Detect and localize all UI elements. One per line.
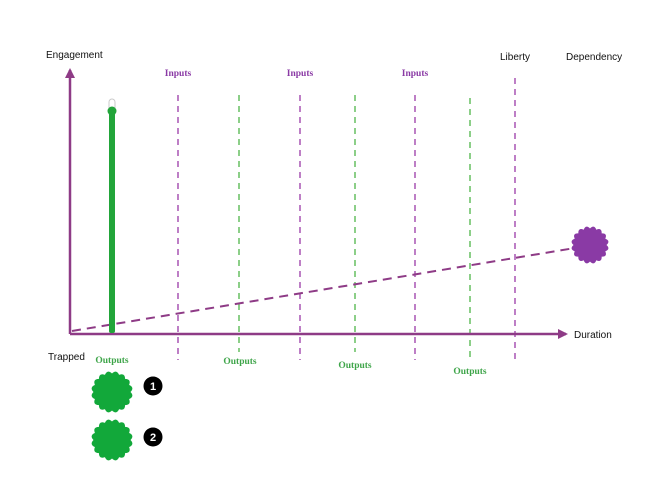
purple-gear-icon [571, 226, 609, 264]
trend-line [71, 247, 576, 332]
outputs-label-2: Outputs [223, 357, 257, 367]
legend-number-1: 1 [150, 381, 156, 393]
x-axis-label: Duration [574, 330, 612, 341]
dependency-label: Dependency [566, 52, 622, 63]
green-gear-icon-shape [91, 419, 133, 461]
origin-label: Trapped [48, 352, 85, 363]
outputs-label-1: Outputs [95, 356, 129, 366]
inputs-label-3: Inputs [402, 69, 429, 79]
inputs-label-2: Inputs [287, 69, 314, 79]
green-gear-icon-shape [91, 371, 133, 413]
outputs-label-4: Outputs [453, 367, 487, 377]
progress-bar-knob [107, 106, 117, 116]
outputs-label-3: Outputs [338, 361, 372, 371]
purple-gear-icon-shape [571, 226, 609, 264]
green-gear-icon [91, 419, 133, 461]
progress-bar [109, 109, 115, 333]
liberty-label: Liberty [500, 52, 530, 63]
green-gear-icon [91, 371, 133, 413]
legend-number-2: 2 [150, 432, 156, 444]
inputs-label-1: Inputs [165, 69, 192, 79]
legend-badge-2 [143, 427, 163, 447]
legend-badge-1 [143, 376, 163, 396]
y-axis-label: Engagement [46, 50, 103, 61]
